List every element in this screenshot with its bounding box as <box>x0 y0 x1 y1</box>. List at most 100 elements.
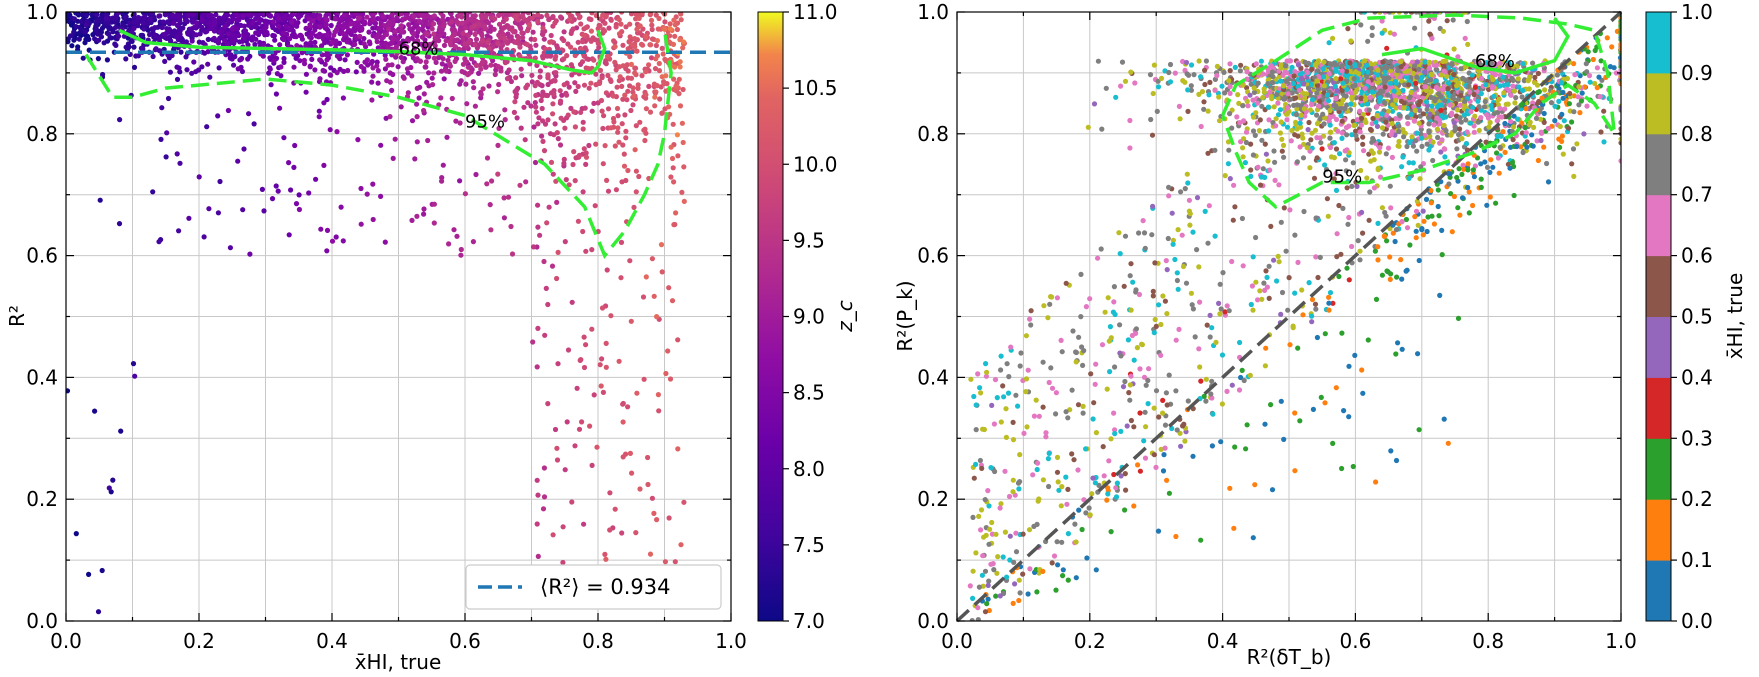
data-point <box>597 67 604 73</box>
data-point <box>558 14 564 20</box>
data-point <box>619 530 625 536</box>
data-point <box>509 251 516 257</box>
data-point <box>509 27 516 34</box>
data-point <box>1399 276 1405 282</box>
data-point <box>528 103 534 109</box>
data-point <box>654 38 661 44</box>
data-point <box>164 130 170 136</box>
data-point <box>231 62 237 68</box>
data-point <box>583 342 589 348</box>
data-point <box>496 12 502 18</box>
data-point <box>593 141 599 147</box>
data-point <box>1142 409 1148 415</box>
data-point <box>329 39 335 45</box>
data-point <box>673 210 679 216</box>
data-point <box>1227 485 1233 491</box>
data-point <box>991 567 997 573</box>
data-point <box>1118 428 1124 434</box>
data-point <box>382 66 388 72</box>
data-point <box>462 191 468 197</box>
data-point <box>1056 487 1062 493</box>
data-point <box>1496 170 1502 176</box>
data-point <box>1382 12 1388 15</box>
data-point <box>296 206 302 213</box>
data-point <box>99 567 105 574</box>
data-point <box>324 248 330 254</box>
data-point <box>1099 126 1105 132</box>
data-point <box>597 362 603 368</box>
data-point <box>1017 363 1023 369</box>
data-point <box>1222 173 1228 179</box>
data-point <box>1438 107 1444 113</box>
data-point <box>1289 64 1295 70</box>
data-point <box>1426 18 1432 24</box>
data-point <box>324 96 330 103</box>
data-point <box>492 16 498 22</box>
data-point <box>1227 61 1233 67</box>
data-point <box>1524 144 1530 150</box>
data-point <box>1244 85 1250 91</box>
data-point <box>334 53 340 59</box>
data-point <box>1559 111 1565 117</box>
data-point <box>1281 436 1287 442</box>
data-point <box>1198 74 1204 80</box>
data-point <box>364 14 370 20</box>
data-point <box>281 59 287 65</box>
data-point <box>580 126 586 132</box>
data-point <box>1559 133 1565 139</box>
data-point <box>1512 100 1518 106</box>
data-point <box>662 26 668 32</box>
data-point <box>1191 72 1197 78</box>
data-point <box>672 559 678 565</box>
data-point <box>1064 501 1070 507</box>
data-point <box>1265 158 1271 164</box>
data-point <box>1093 430 1099 436</box>
data-point <box>458 13 464 19</box>
data-point <box>266 70 272 76</box>
data-point <box>221 14 227 20</box>
data-point <box>1618 126 1621 132</box>
data-point <box>620 42 626 48</box>
data-point <box>613 24 619 30</box>
data-point <box>419 34 425 40</box>
data-point <box>495 63 501 70</box>
data-point <box>1380 131 1386 137</box>
data-point <box>530 339 536 345</box>
data-point <box>1384 45 1390 51</box>
data-point <box>636 173 642 180</box>
data-point <box>1081 497 1087 503</box>
data-point <box>666 515 672 521</box>
data-point <box>1170 237 1176 243</box>
data-point <box>373 35 380 41</box>
data-point <box>1410 160 1416 166</box>
data-point <box>1248 141 1254 147</box>
data-point <box>671 179 677 185</box>
data-point <box>398 104 404 110</box>
data-point <box>1534 138 1540 144</box>
data-point <box>1231 182 1237 188</box>
data-point <box>511 109 517 115</box>
data-point <box>1569 161 1575 167</box>
data-point <box>669 298 676 304</box>
data-point <box>657 96 663 102</box>
data-point <box>485 39 491 46</box>
data-point <box>1383 151 1389 157</box>
data-point <box>1260 95 1266 101</box>
data-point <box>1274 278 1280 284</box>
data-point <box>1285 110 1291 117</box>
data-point <box>1155 528 1162 534</box>
data-point <box>1494 118 1500 124</box>
data-point <box>1131 503 1137 509</box>
data-point <box>484 181 490 187</box>
data-point <box>1178 189 1184 195</box>
data-point <box>131 25 137 31</box>
data-point <box>1277 130 1283 136</box>
data-point <box>1312 127 1319 133</box>
data-point <box>205 36 211 43</box>
data-point <box>1028 308 1034 314</box>
data-point <box>581 364 588 371</box>
data-point <box>1098 246 1104 252</box>
data-point <box>1158 446 1164 452</box>
data-point <box>1497 144 1503 150</box>
data-point <box>513 91 520 97</box>
